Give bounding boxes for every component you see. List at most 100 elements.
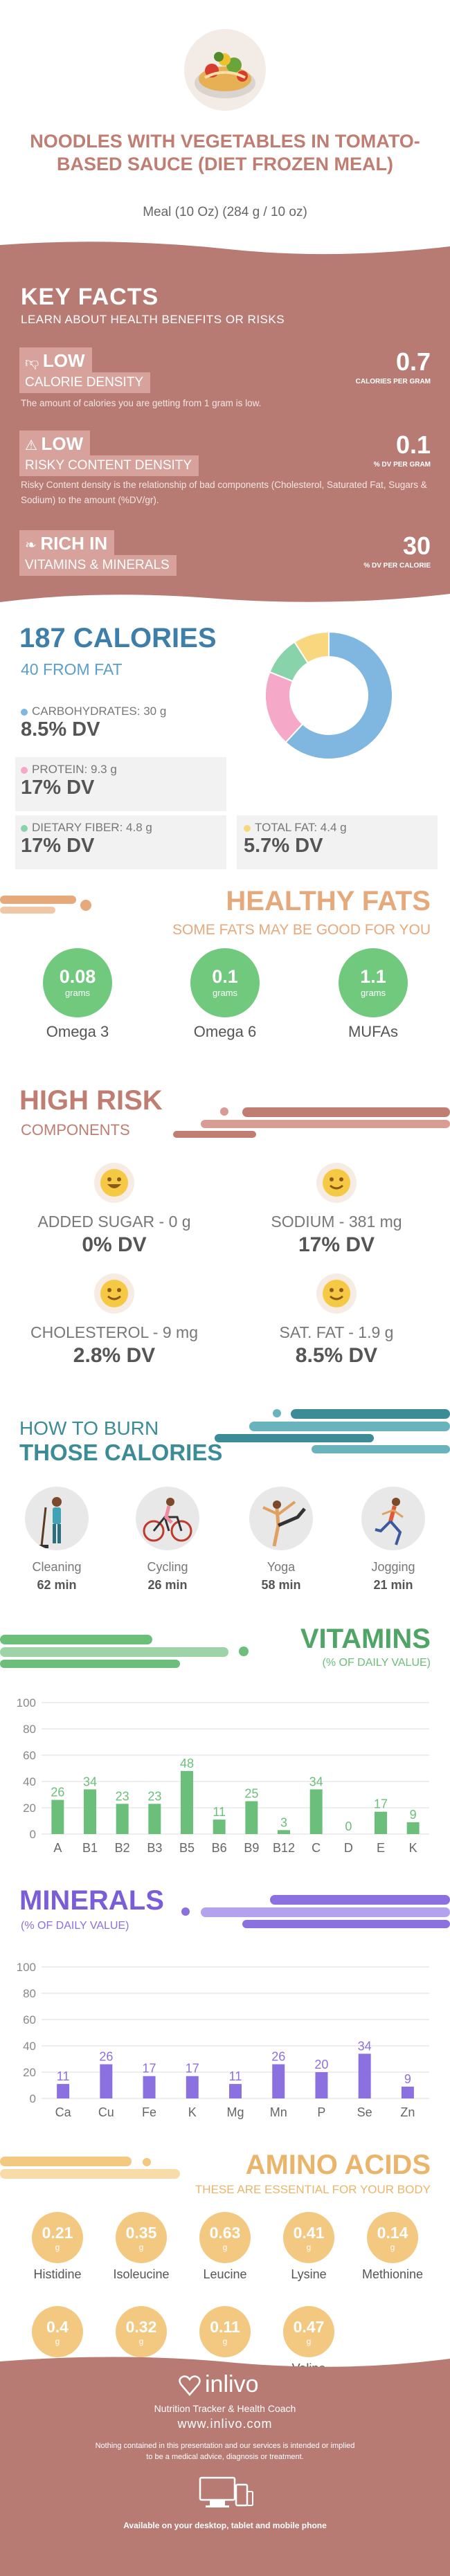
cholesterol-face-icon — [94, 1273, 134, 1314]
meal-image — [184, 29, 266, 111]
vitamin-category-label-b2: B2 — [115, 1841, 130, 1855]
vitamin-category-label-b12: B12 — [273, 1841, 295, 1855]
leucine-unit: g — [222, 2242, 228, 2252]
isoleucine-name: Isoleucine — [113, 2267, 170, 2281]
yoga-minutes: 58 min — [261, 1578, 301, 1592]
lysine-circle: 0.41 g — [283, 2212, 334, 2263]
healthy-fats-decoration — [0, 896, 91, 914]
histidine-name: Histidine — [33, 2267, 82, 2281]
mineral-category-label-mn: Mn — [270, 2105, 287, 2119]
yoga-name: Yoga — [267, 1560, 296, 1574]
healthy-fats-subtitle: SOME FATS MAY BE GOOD FOR YOU — [172, 922, 431, 938]
valine-unit: g — [306, 2337, 312, 2346]
sodium-dv: 17% DV — [298, 1233, 375, 1256]
lysine-name: Lysine — [291, 2267, 327, 2281]
mufas-unit: grams — [360, 988, 386, 998]
leucine-value: 0.63 — [209, 2224, 241, 2242]
lysine-unit: g — [306, 2242, 312, 2252]
vitamin-value-label-b1: 34 — [83, 1775, 97, 1788]
vitamin-ytick-label: 100 — [17, 1696, 36, 1709]
donut-slice-total-fat — [293, 631, 330, 664]
vitamin-value-label-d: 0 — [345, 1820, 352, 1833]
burn-decoration — [215, 1409, 450, 1453]
omega6-unit: grams — [212, 988, 238, 998]
vitamins-subtitle: (% OF DAILY VALUE) — [322, 1657, 431, 1669]
tryptophan-circle: 0.11 g — [199, 2306, 251, 2357]
mineral-value-label-k: 17 — [186, 2062, 199, 2076]
mineral-ytick-label: 60 — [23, 2013, 36, 2026]
vitamin-bar-e — [375, 1811, 387, 1834]
omega3-circle: 0.08 grams — [43, 948, 112, 1017]
vitamin-ytick-label: 80 — [23, 1723, 36, 1736]
vitamin-category-label-e: E — [377, 1841, 385, 1855]
sodium-label: SODIUM - 381 mg — [271, 1213, 402, 1231]
mineral-value-label-se: 34 — [358, 2039, 372, 2053]
vitamin-value-label-b6: 11 — [213, 1805, 226, 1819]
phenylalanine-unit: g — [55, 2337, 60, 2346]
healthy-fats-title: HEALTHY FATS — [226, 886, 431, 916]
mineral-category-label-mg: Mg — [226, 2105, 244, 2119]
mineral-bar-fe — [143, 2076, 156, 2098]
mineral-bar-p — [315, 2072, 328, 2098]
nutrient-carbs: CARBOHYDRATES: 30 g 8.5% DV — [15, 699, 237, 747]
brand-url[interactable]: www.inlivo.com — [177, 2417, 273, 2431]
calorie-density-description: The amount of calories you are getting f… — [21, 398, 262, 408]
mineral-value-label-mn: 26 — [271, 2050, 285, 2064]
mineral-value-label-cu: 26 — [99, 2050, 113, 2064]
phenylalanine-circle: 0.4 g — [32, 2306, 83, 2357]
valine-value: 0.47 — [293, 2318, 325, 2336]
valine-circle: 0.47 g — [283, 2306, 334, 2357]
mineral-bar-cu — [100, 2064, 113, 2098]
fiber-label: DIETARY FIBER: 4.8 g — [32, 821, 152, 834]
fat-label: TOTAL FAT: 4.4 g — [255, 821, 347, 834]
added-sugar-label: ADDED SUGAR - 0 g — [37, 1213, 191, 1231]
vitamin-bar-b12 — [278, 1830, 290, 1834]
brand-tagline: Nutrition Tracker & Health Coach — [154, 2403, 296, 2414]
mineral-bar-zn — [401, 2086, 414, 2098]
mineral-value-label-fe: 17 — [143, 2062, 156, 2076]
jogging-icon — [361, 1487, 425, 1550]
vitamins-title: VITAMINS — [300, 1624, 431, 1654]
vitamin-category-label-b9: B9 — [244, 1841, 259, 1855]
omega3-value: 0.08 — [59, 966, 96, 987]
vitamins-minerals-label: VITAMINS & MINERALS — [19, 555, 177, 576]
amino-decoration — [0, 2157, 180, 2179]
serving-size: Meal (10 Oz) (284 g / 10 oz) — [143, 205, 307, 219]
vitamin-ytick-label: 0 — [30, 1828, 36, 1841]
jogging-name: Jogging — [371, 1560, 415, 1574]
mineral-category-label-zn: Zn — [400, 2105, 415, 2119]
vitamin-value-label-a: 26 — [51, 1786, 64, 1799]
vitamin-value-label-b5: 48 — [180, 1757, 194, 1770]
mineral-value-label-p: 20 — [314, 2058, 328, 2071]
vitamins-minerals-value: 30 — [402, 532, 431, 560]
carbs-dv: 8.5% DV — [21, 718, 100, 741]
risky-content-unit: % DV PER GRAM — [373, 461, 431, 469]
tryptophan-unit: g — [222, 2337, 228, 2346]
vitamin-category-label-a: A — [53, 1841, 62, 1855]
calorie-density-value: 0.7 — [395, 347, 431, 376]
methionine-name: Methionine — [361, 2267, 424, 2281]
mineral-category-label-ca: Ca — [55, 2105, 72, 2119]
vitamin-value-label-k: 9 — [410, 1808, 417, 1822]
leucine-name: Leucine — [203, 2267, 247, 2281]
nutrient-protein: PROTEIN: 9.3 g 17% DV — [15, 757, 226, 811]
carbs-legend-dot — [21, 708, 28, 716]
burn-title-line2: THOSE CALORIES — [19, 1440, 223, 1465]
mineral-category-label-se: Se — [357, 2105, 372, 2119]
mineral-bar-k — [186, 2076, 199, 2098]
amino-subtitle: THESE ARE ESSENTIAL FOR YOUR BODY — [195, 2183, 431, 2196]
page-title: NOODLES WITH VEGETABLES IN TOMATO-BASED … — [30, 131, 420, 174]
mineral-bar-mg — [229, 2084, 242, 2098]
fiber-dv: 17% DV — [21, 835, 95, 857]
vitamin-value-label-b2: 23 — [116, 1789, 129, 1803]
high-risk-title: HIGH RISK — [19, 1085, 163, 1116]
calories-from-fat: 40 FROM FAT — [21, 660, 123, 678]
tryptophan-value: 0.11 — [210, 2318, 240, 2336]
vitamins-minerals-unit: % DV PER CALORIE — [363, 562, 431, 570]
added-sugar-face-icon — [94, 1163, 134, 1203]
brand-name: inlivo — [205, 2371, 259, 2397]
leaf-icon: ❧ — [25, 538, 37, 553]
vitamin-bar-b2 — [116, 1804, 129, 1834]
vitamin-bar-b3 — [148, 1804, 161, 1834]
vitamin-category-label-b1: B1 — [82, 1841, 98, 1855]
